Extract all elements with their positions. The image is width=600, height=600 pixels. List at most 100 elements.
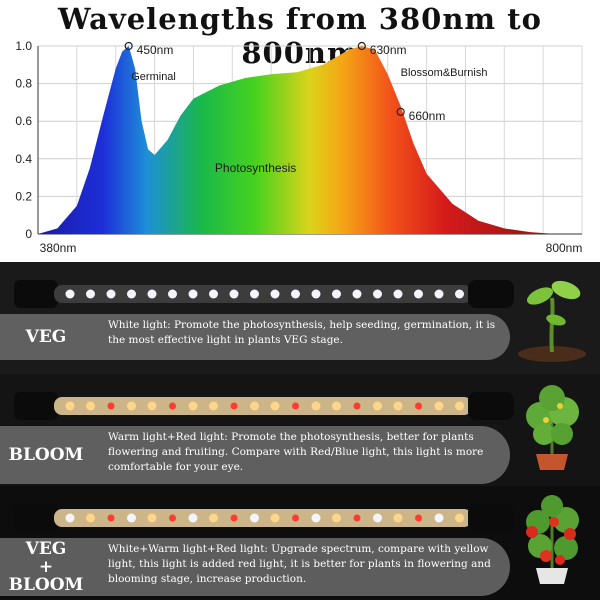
led-dot bbox=[230, 402, 238, 410]
page-title: Wavelengths from 380nm to 800nm bbox=[58, 2, 542, 70]
spectrum-chart: 0 0.2 0.4 0.6 0.8 1.0 380nm 800nm 450nm 630nm 660… bbox=[15, 39, 583, 255]
peak-marker bbox=[357, 41, 366, 51]
mode-panel bbox=[0, 314, 510, 360]
led-dot bbox=[373, 513, 382, 523]
led-dot bbox=[209, 401, 218, 411]
spectrum-area bbox=[38, 46, 582, 234]
led-dot bbox=[393, 401, 403, 411]
mode-badge-line: VEG bbox=[25, 539, 67, 559]
led-dot bbox=[250, 401, 259, 411]
led-dot bbox=[127, 289, 136, 299]
led-dot bbox=[270, 513, 280, 523]
led-dot bbox=[332, 513, 341, 523]
y-tick-label: 0.4 bbox=[15, 152, 32, 166]
plant-icon bbox=[526, 385, 579, 470]
mode-badge-line: BLOOM bbox=[8, 575, 84, 595]
region-label: Blossom&Burnish bbox=[401, 67, 488, 79]
peak-label: 660nm bbox=[409, 109, 446, 123]
led-dot bbox=[353, 514, 361, 522]
led-dot bbox=[65, 513, 75, 523]
plant-icon bbox=[526, 495, 579, 584]
y-tick-label: 1.0 bbox=[15, 39, 32, 53]
led-dot bbox=[168, 289, 177, 299]
led-dot bbox=[455, 401, 464, 411]
led-dot bbox=[188, 289, 198, 299]
led-dot bbox=[188, 513, 198, 523]
plant-icon bbox=[518, 280, 586, 362]
mode-description: Warm light+Red light: Promote the photos… bbox=[108, 431, 484, 473]
led-dot bbox=[86, 513, 95, 523]
led-dot bbox=[229, 289, 239, 299]
led-dot bbox=[434, 401, 444, 411]
led-bar bbox=[14, 392, 514, 420]
led-dot bbox=[169, 514, 176, 522]
led-dot bbox=[455, 289, 464, 299]
led-dot bbox=[147, 513, 157, 523]
led-dot bbox=[353, 402, 361, 410]
led-dot bbox=[393, 289, 403, 299]
led-dot bbox=[209, 513, 218, 523]
led-dot bbox=[209, 289, 218, 299]
mode-description: White light: Promote the photosynthesis,… bbox=[108, 319, 496, 346]
led-dot bbox=[270, 289, 280, 299]
y-tick-label: 0.6 bbox=[15, 114, 32, 128]
mode-badge-line: + bbox=[38, 557, 54, 577]
led-dot bbox=[455, 513, 464, 523]
led-dot bbox=[434, 289, 444, 299]
led-dot bbox=[65, 289, 75, 299]
peak-annotations: 450nm 630nm 660nm bbox=[124, 41, 446, 123]
peak-label: 450nm bbox=[137, 43, 174, 57]
led-dot bbox=[311, 289, 321, 299]
region-labels: Germinal Blossom&Burnish Photosynthesis bbox=[131, 67, 487, 175]
led-bar bbox=[14, 504, 514, 532]
led-dot bbox=[393, 513, 403, 523]
led-dot bbox=[311, 513, 321, 523]
led-dot bbox=[250, 289, 259, 299]
led-dot bbox=[373, 401, 382, 411]
led-dot bbox=[86, 289, 95, 299]
mode-description: White+Warm light+Red light: Upgrade spec… bbox=[108, 543, 491, 585]
mode-badge: BLOOM bbox=[0, 426, 92, 484]
led-dot bbox=[332, 289, 341, 299]
y-tick-label: 0 bbox=[25, 227, 32, 241]
x-tick-label: 800nm bbox=[546, 241, 583, 255]
led-dot bbox=[230, 514, 238, 522]
led-bar bbox=[14, 280, 514, 308]
y-tick-label: 0.2 bbox=[15, 189, 32, 203]
led-dot bbox=[147, 289, 157, 299]
mode-badge: VEG + BLOOM bbox=[0, 538, 92, 596]
peak-label: 630nm bbox=[370, 43, 407, 57]
region-label: Photosynthesis bbox=[215, 161, 296, 175]
led-dot bbox=[434, 513, 444, 523]
led-dot bbox=[127, 513, 136, 523]
mode-panel bbox=[0, 538, 510, 596]
x-tick-label: 380nm bbox=[40, 241, 77, 255]
led-dot bbox=[188, 401, 198, 411]
led-dot bbox=[147, 401, 157, 411]
led-dot bbox=[292, 514, 299, 522]
led-dot bbox=[107, 402, 115, 410]
led-dot bbox=[414, 289, 423, 299]
mode-badge-line: VEG bbox=[25, 327, 67, 347]
mode-badge: VEG bbox=[0, 314, 92, 360]
region-label: Germinal bbox=[131, 71, 176, 83]
led-dot bbox=[107, 514, 115, 522]
led-dot bbox=[270, 401, 280, 411]
peak-marker bbox=[396, 107, 405, 116]
led-dot bbox=[332, 401, 341, 411]
led-dot bbox=[127, 401, 136, 411]
led-dot bbox=[291, 289, 300, 299]
y-tick-label: 0.8 bbox=[15, 77, 32, 91]
led-dot bbox=[86, 401, 95, 411]
led-dot bbox=[415, 514, 422, 522]
led-dot bbox=[106, 289, 116, 299]
led-dot bbox=[292, 402, 299, 410]
led-dot bbox=[415, 402, 422, 410]
peak-marker bbox=[124, 41, 133, 51]
mode-badge-line: BLOOM bbox=[8, 445, 84, 465]
mode-panel bbox=[0, 426, 510, 484]
led-dot bbox=[65, 401, 75, 411]
led-dot bbox=[352, 289, 362, 299]
led-dot bbox=[373, 289, 382, 299]
light-modes-section: VEG White light: Promote the photosynthes… bbox=[0, 262, 600, 600]
